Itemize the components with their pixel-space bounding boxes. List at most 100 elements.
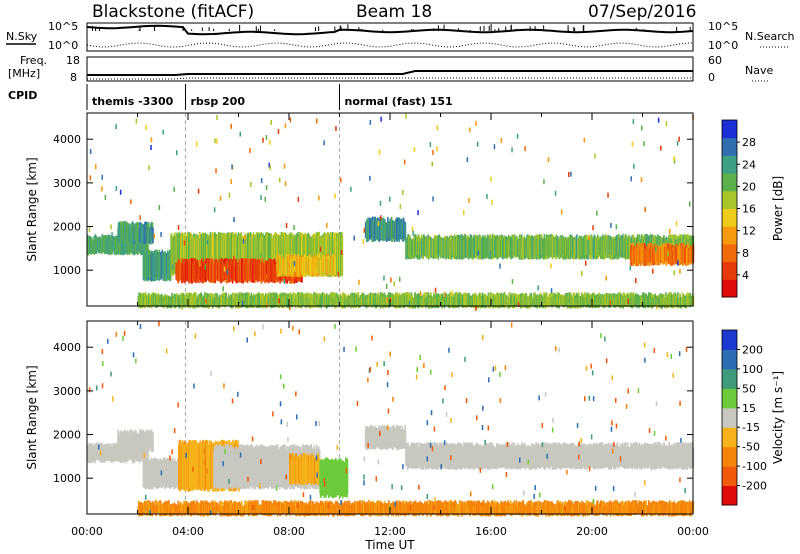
scatter-point (220, 259, 222, 265)
scatter-point (389, 297, 392, 303)
scatter-point (412, 230, 414, 236)
scatter-point (644, 207, 646, 213)
y-axis-title: Slant Range [km] (25, 157, 39, 261)
scatter-point (630, 176, 632, 182)
scatter-point (489, 250, 491, 256)
scatter-point (583, 137, 586, 143)
scatter-point (265, 135, 268, 140)
scatter-point (87, 245, 89, 251)
scatter-point (592, 225, 594, 231)
scatter-point (475, 120, 477, 126)
scatter-point (241, 300, 244, 306)
data-cell (404, 430, 407, 446)
scatter-point (183, 240, 186, 246)
scatter-point (585, 260, 587, 266)
date-title: 07/Sep/2016 (588, 2, 696, 22)
scatter-point (362, 239, 365, 245)
scatter-point (399, 276, 401, 282)
scatter-point (115, 124, 117, 130)
scatter-point (337, 271, 339, 277)
scatter-point (466, 157, 469, 163)
scatter-point (223, 266, 226, 272)
scatter-point (431, 161, 433, 167)
data-cell (147, 236, 149, 251)
scatter-point (517, 302, 520, 308)
scatter-point (434, 287, 437, 293)
scatter-point (104, 194, 107, 200)
scatter-point (679, 268, 681, 274)
scatter-point (403, 159, 406, 165)
freq-panel (86, 56, 694, 82)
scatter-point (216, 138, 218, 144)
scatter-point (609, 300, 612, 306)
nsearch-top-tick: 10^5 (708, 20, 738, 33)
scatter-point (145, 125, 147, 130)
scatter-point (195, 251, 198, 257)
scatter-point (222, 286, 224, 292)
scatter-point (524, 146, 526, 152)
scatter-point (353, 235, 355, 241)
scatter-point (643, 141, 645, 147)
y-tick-label: 1000 (53, 264, 81, 277)
scatter-point (289, 117, 292, 123)
nave-top-tick: 60 (708, 54, 722, 67)
nsky-label: N.Sky (6, 30, 38, 43)
scatter-point (570, 171, 572, 177)
scatter-point (511, 279, 514, 284)
scatter-point (377, 221, 380, 227)
scatter-point (550, 263, 552, 269)
scatter-point (677, 260, 679, 266)
scatter-point (436, 125, 439, 131)
scatter-point (413, 146, 416, 152)
scatter-point (226, 269, 229, 275)
scatter-point (477, 250, 480, 256)
scatter-point (336, 241, 338, 247)
scatter-point (284, 123, 287, 129)
scatter-point (537, 285, 539, 291)
scatter-point (500, 137, 503, 143)
cpid-segment-label: themis -3300 (92, 95, 174, 108)
scatter-point (675, 221, 678, 227)
scatter-point (239, 131, 241, 137)
scatter-point (560, 209, 563, 215)
scatter-point (89, 149, 92, 154)
scatter-point (596, 210, 598, 216)
freq-label-line2: [MHz] (8, 67, 40, 80)
scatter-point (610, 222, 612, 228)
scatter-point (568, 172, 570, 177)
nsky-line (86, 24, 694, 36)
data-cell (346, 459, 349, 494)
scatter-point (268, 162, 270, 168)
station-title: Blackstone (fitACF) (92, 2, 254, 22)
scatter-point (627, 298, 629, 304)
scatter-point (363, 227, 365, 233)
scatter-point (177, 225, 180, 230)
scatter-point (350, 186, 352, 192)
scatter-point (285, 223, 288, 228)
data-cell (552, 292, 554, 304)
scatter-point (443, 291, 446, 297)
nsky-spikes (91, 24, 691, 31)
scatter-point (390, 277, 392, 283)
y-tick-label: 4000 (53, 133, 81, 146)
scatter-point (673, 156, 675, 162)
scatter-point (380, 215, 382, 221)
scatter-point (158, 205, 161, 210)
scatter-point (150, 137, 153, 143)
beam-title: Beam 18 (356, 2, 432, 22)
scatter-point (323, 140, 325, 146)
scatter-point (275, 270, 277, 276)
scatter-point (181, 304, 183, 310)
scatter-point (214, 138, 216, 144)
scatter-point (216, 115, 218, 120)
scatter-point (171, 264, 174, 270)
scatter-point (416, 299, 419, 305)
nsearch-label: N.Search (745, 30, 795, 43)
scatter-point (547, 157, 550, 163)
scatter-point (550, 288, 553, 294)
scatter-point (405, 113, 407, 119)
scatter-point (242, 238, 245, 244)
scatter-point (205, 298, 207, 304)
scatter-point (233, 260, 236, 265)
